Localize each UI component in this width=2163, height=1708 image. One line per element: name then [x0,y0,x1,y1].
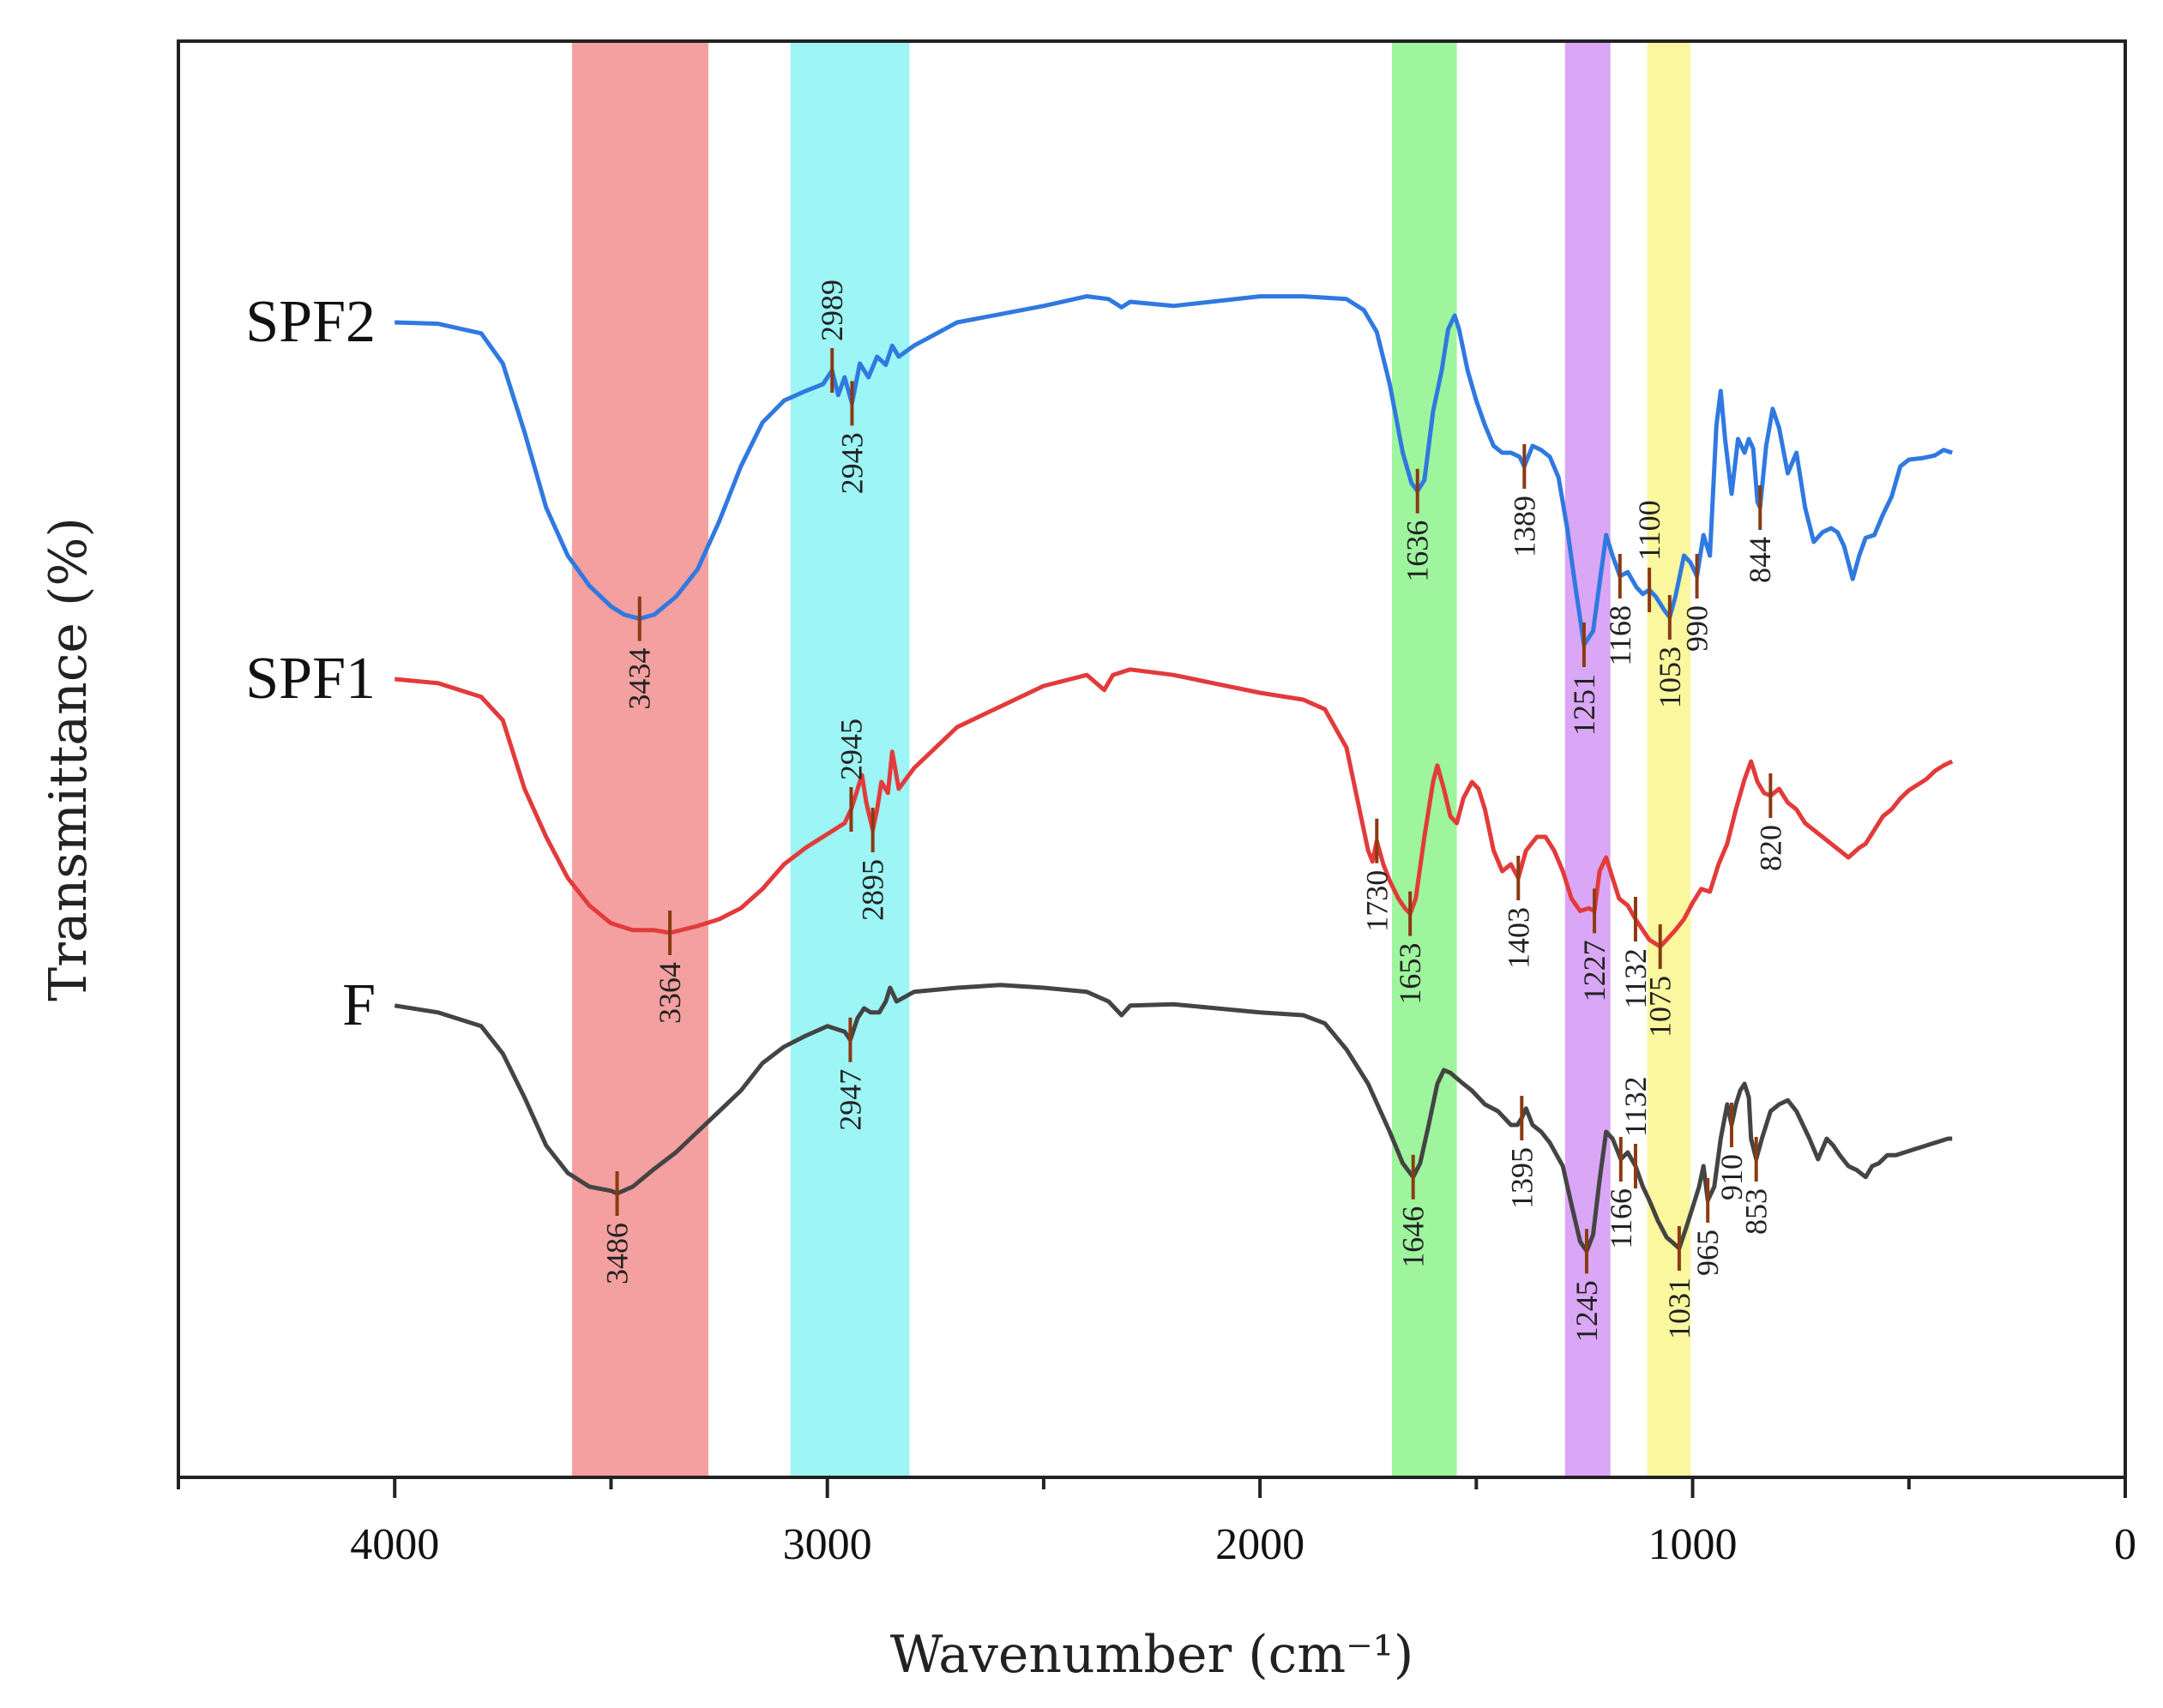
peak-label-spf1-3364: 3364 [653,962,687,1024]
series-label-f: F [342,972,376,1038]
series-line-spf1 [394,667,1954,949]
x-axis-title: Wavenumber (cm⁻¹) [890,1625,1414,1685]
peak-label-spf1-820: 820 [1753,825,1787,871]
peak-label-f-1245: 1245 [1570,1280,1604,1342]
peak-label-spf2-1636: 1636 [1401,520,1435,582]
x-tick-label: 2000 [1215,1520,1304,1569]
peak-label-spf1-1132: 1132 [1618,948,1653,1009]
series-line-f [394,983,1953,1254]
series-label-spf2: SPF2 [245,289,376,355]
peak-label-spf2-2943: 2943 [834,432,869,494]
peak-label-f-1646: 1646 [1396,1206,1431,1268]
peak-label-spf2-1251: 1251 [1567,674,1601,736]
x-tick-label: 3000 [783,1520,872,1569]
series-line-spf2 [395,294,1953,647]
band-4 [1647,41,1691,1477]
peak-label-spf2-1100: 1100 [1632,500,1666,561]
x-tick-label: 0 [2114,1520,2136,1569]
peak-label-f-1031: 1031 [1662,1278,1696,1339]
peak-label-spf1-1730: 1730 [1359,870,1394,932]
peak-label-f-1132: 1132 [1618,1076,1653,1137]
peak-label-spf1-1227: 1227 [1577,940,1612,1001]
peak-label-f-3486: 3486 [600,1223,635,1284]
peak-label-spf1-1403: 1403 [1501,907,1535,969]
peak-label-f-2947: 2947 [833,1069,867,1131]
series-labels: SPF2 SPF1 F [245,289,376,1038]
peak-label-f-965: 965 [1690,1230,1725,1276]
highlight-bands [572,41,1691,1477]
peak-label-spf1-1653: 1653 [1393,943,1427,1005]
x-tick-label: 4000 [350,1520,439,1569]
peak-label-spf2-2989: 2989 [815,280,849,341]
plot-frame [177,39,2127,1479]
peak-label-spf2-844: 844 [1743,537,1777,583]
band-2 [1391,41,1457,1477]
peak-label-f-1166: 1166 [1604,1188,1638,1249]
peak-label-spf1-2945: 2945 [834,719,868,780]
peak-label-spf2-1389: 1389 [1507,496,1541,557]
peak-label-f-853: 853 [1739,1188,1774,1235]
peak-label-f-910: 910 [1714,1154,1749,1200]
peak-label-spf2-990: 990 [1680,605,1714,652]
x-axis-ticks: 4000 3000 2000 1000 0 [177,1477,2136,1569]
peak-label-spf2-1053: 1053 [1653,647,1687,708]
series-label-spf1: SPF1 [245,646,376,712]
spectra-lines [394,294,1954,1254]
peak-label-spf2-3434: 3434 [623,648,657,710]
peak-label-spf1-1075: 1075 [1643,976,1678,1037]
y-axis-title: Transmittance (%) [39,517,99,1001]
peak-label-f-1395: 1395 [1504,1147,1539,1209]
peak-label-spf2-1168: 1168 [1603,605,1637,666]
x-tick-label: 1000 [1648,1520,1738,1569]
peak-label-spf1-2895: 2895 [856,859,890,921]
band-0 [572,41,708,1477]
